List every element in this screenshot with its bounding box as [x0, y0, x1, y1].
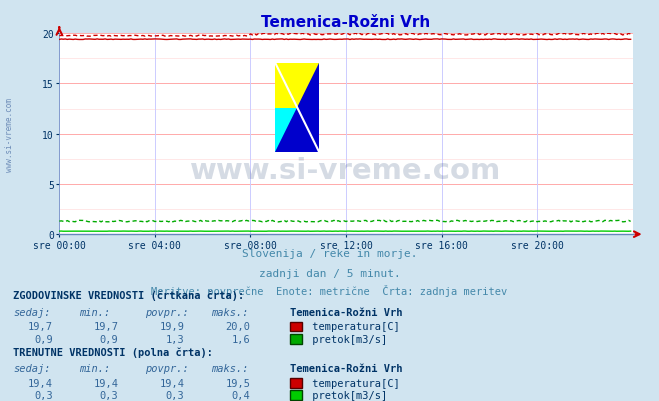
Text: Meritve: povprečne  Enote: metrične  Črta: zadnja meritev: Meritve: povprečne Enote: metrične Črta:… [152, 284, 507, 296]
Title: Temenica-Rožni Vrh: Temenica-Rožni Vrh [262, 15, 430, 30]
Text: 19,9: 19,9 [159, 322, 185, 332]
Polygon shape [275, 64, 319, 152]
Text: 1,6: 1,6 [232, 334, 250, 344]
Text: 20,0: 20,0 [225, 322, 250, 332]
Text: www.si-vreme.com: www.si-vreme.com [5, 97, 14, 171]
Text: temperatura[C]: temperatura[C] [306, 322, 399, 332]
Text: min.:: min.: [79, 307, 110, 317]
Text: 0,3: 0,3 [34, 390, 53, 400]
Text: maks.:: maks.: [211, 363, 248, 373]
Text: ZGODOVINSKE VREDNOSTI (črtkana črta):: ZGODOVINSKE VREDNOSTI (črtkana črta): [13, 290, 244, 301]
Text: TRENUTNE VREDNOSTI (polna črta):: TRENUTNE VREDNOSTI (polna črta): [13, 346, 213, 357]
Text: 19,5: 19,5 [225, 378, 250, 388]
Text: min.:: min.: [79, 363, 110, 373]
Text: 19,4: 19,4 [28, 378, 53, 388]
Text: 19,7: 19,7 [28, 322, 53, 332]
Text: pretok[m3/s]: pretok[m3/s] [306, 390, 387, 400]
Polygon shape [275, 108, 319, 152]
Text: sedaj:: sedaj: [13, 307, 51, 317]
Text: sedaj:: sedaj: [13, 363, 51, 373]
Text: 0,3: 0,3 [166, 390, 185, 400]
Text: pretok[m3/s]: pretok[m3/s] [306, 334, 387, 344]
Text: 0,3: 0,3 [100, 390, 119, 400]
Polygon shape [275, 64, 319, 108]
Text: 1,3: 1,3 [166, 334, 185, 344]
Text: zadnji dan / 5 minut.: zadnji dan / 5 minut. [258, 269, 401, 279]
Text: 0,9: 0,9 [34, 334, 53, 344]
Text: Temenica-Rožni Vrh: Temenica-Rožni Vrh [290, 363, 403, 373]
Text: povpr.:: povpr.: [145, 363, 188, 373]
Text: temperatura[C]: temperatura[C] [306, 378, 399, 388]
Text: 0,4: 0,4 [232, 390, 250, 400]
Text: povpr.:: povpr.: [145, 307, 188, 317]
Text: 19,7: 19,7 [94, 322, 119, 332]
Text: maks.:: maks.: [211, 307, 248, 317]
Text: 0,9: 0,9 [100, 334, 119, 344]
Text: 19,4: 19,4 [94, 378, 119, 388]
Text: Slovenija / reke in morje.: Slovenija / reke in morje. [242, 249, 417, 259]
Text: Temenica-Rožni Vrh: Temenica-Rožni Vrh [290, 307, 403, 317]
Text: 19,4: 19,4 [159, 378, 185, 388]
Text: www.si-vreme.com: www.si-vreme.com [190, 156, 501, 184]
